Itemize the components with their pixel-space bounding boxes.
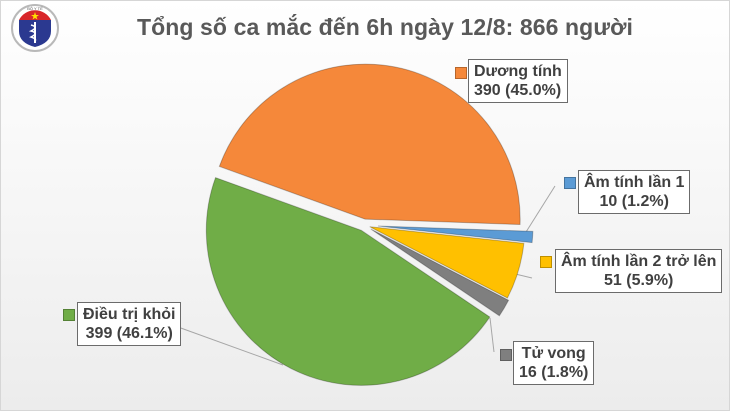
label-name: Tử vong xyxy=(521,345,586,362)
legend-swatch-positive xyxy=(455,67,467,79)
ministry-of-health-logo: BỘ Y TẾ xyxy=(11,4,59,52)
leader-line-recovered xyxy=(177,326,284,366)
legend-swatch-neg2 xyxy=(540,256,552,268)
data-label-neg1: Âm tính lần 1 10 (1.2%) xyxy=(578,170,691,214)
label-value: 390 (45.0%) xyxy=(474,82,562,99)
label-name: Âm tính lần 2 trở lên xyxy=(561,253,717,270)
legend-swatch-neg1 xyxy=(564,177,576,189)
label-value: 399 (46.1%) xyxy=(85,325,173,342)
legend-swatch-recovered xyxy=(63,309,75,321)
leader-line-neg1 xyxy=(520,185,556,241)
label-value: 51 (5.9%) xyxy=(604,272,674,289)
label-value: 16 (1.8%) xyxy=(519,364,589,381)
label-value: 10 (1.2%) xyxy=(599,193,669,210)
pie-slice-death xyxy=(370,228,510,317)
legend-swatch-death xyxy=(500,349,512,361)
label-name: Dương tính xyxy=(474,63,562,80)
pie-slice-neg1 xyxy=(377,225,534,244)
leader-line-death xyxy=(489,317,495,353)
label-name: Âm tính lần 1 xyxy=(584,174,685,191)
chart-title: Tổng số ca mắc đến 6h ngày 12/8: 866 ngư… xyxy=(136,14,634,40)
svg-text:BỘ Y TẾ: BỘ Y TẾ xyxy=(27,6,43,11)
data-label-recovered: Điều trị khỏi 399 (46.1%) xyxy=(77,302,182,346)
pie-slice-recovered xyxy=(205,177,491,386)
pie-slice-neg2 xyxy=(369,226,525,299)
pie-slice-positive xyxy=(218,63,521,226)
data-label-neg2: Âm tính lần 2 trở lên 51 (5.9%) xyxy=(555,249,723,293)
label-name: Điều trị khỏi xyxy=(83,306,176,323)
data-label-death: Tử vong 16 (1.8%) xyxy=(513,341,595,385)
data-label-positive: Dương tính 390 (45.0%) xyxy=(468,59,568,103)
